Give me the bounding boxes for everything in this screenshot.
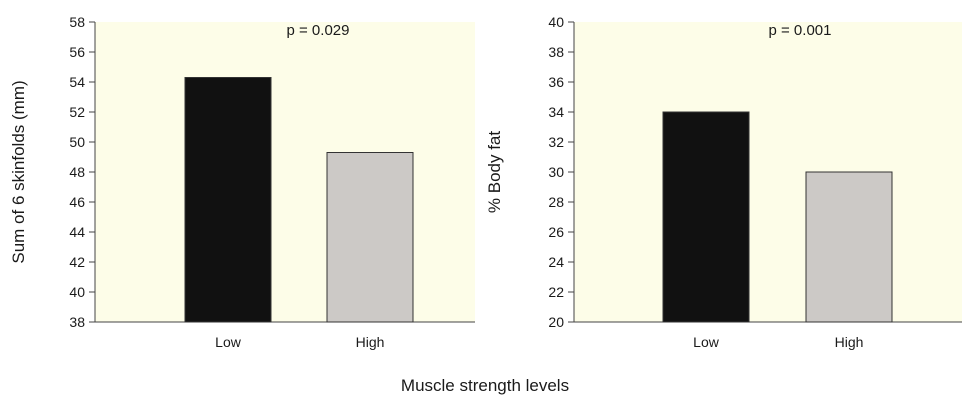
plot-area (574, 22, 962, 322)
y-tick-label: 56 (69, 44, 85, 60)
p-value-annotation: p = 0.029 (287, 22, 350, 39)
y-tick-label: 22 (548, 284, 564, 300)
y-tick-label: 46 (69, 194, 85, 210)
x-tick-label-low: Low (693, 334, 720, 350)
y-tick-label: 38 (548, 44, 564, 60)
x-axis-title: Muscle strength levels (401, 376, 569, 395)
y-tick-label: 24 (548, 254, 564, 270)
x-tick-label-high: High (835, 334, 864, 350)
y-tick-label: 54 (69, 74, 85, 90)
y-tick-label: 40 (69, 284, 85, 300)
y-tick-label: 38 (69, 314, 85, 330)
y-tick-label: 26 (548, 224, 564, 240)
chart-skinfolds: 38 40 42 44 46 48 50 52 54 56 58 Low High p = 0.029 Su… (9, 14, 475, 350)
y-axis-title: % Body fat (485, 131, 504, 213)
y-tick-label: 58 (69, 14, 85, 30)
p-value-annotation: p = 0.001 (769, 22, 832, 39)
bar-low (184, 77, 272, 323)
y-tick-label: 42 (69, 254, 85, 270)
y-tick-label: 34 (548, 104, 564, 120)
y-tick-label: 50 (69, 134, 85, 150)
x-tick-label-low: Low (215, 334, 242, 350)
y-tick-label: 36 (548, 74, 564, 90)
plot-area (95, 22, 475, 322)
y-tick-label: 48 (69, 164, 85, 180)
y-axis-title: Sum of 6 skinfolds (mm) (9, 80, 28, 263)
x-tick-label-high: High (356, 334, 385, 350)
y-tick-label: 52 (69, 104, 85, 120)
bar-high (805, 171, 893, 323)
bar-low (662, 111, 750, 323)
chart-body-fat: 20 22 24 26 28 30 32 34 36 38 40 Low High p = 0.001 % … (485, 14, 962, 350)
bar-high (326, 152, 414, 323)
y-tick-label: 20 (548, 314, 564, 330)
y-tick-label: 28 (548, 194, 564, 210)
y-tick-label: 40 (548, 14, 564, 30)
y-tick-label: 32 (548, 134, 564, 150)
y-tick-label: 30 (548, 164, 564, 180)
y-tick-label: 44 (69, 224, 85, 240)
